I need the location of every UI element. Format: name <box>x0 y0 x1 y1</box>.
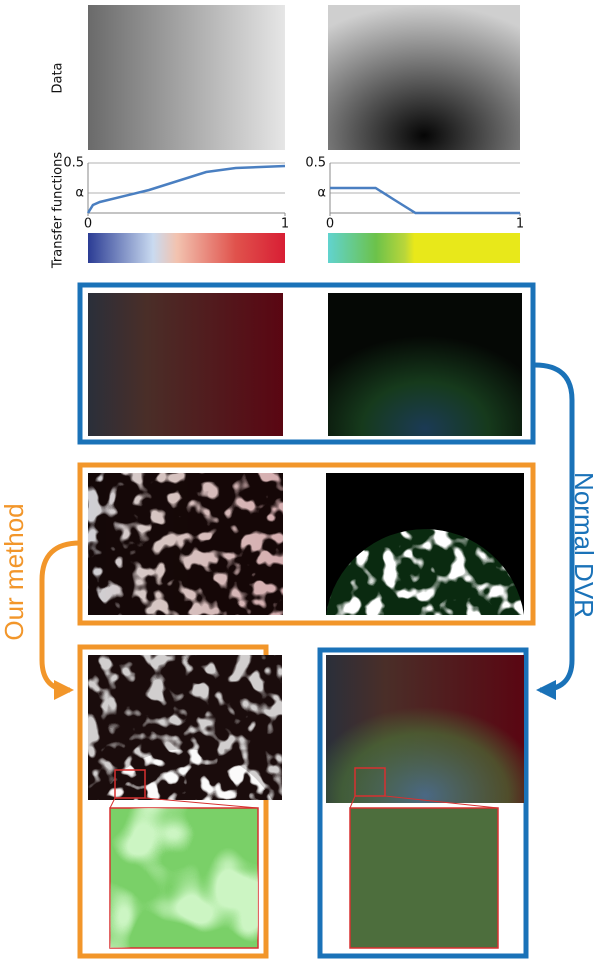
zoom-image <box>350 808 498 948</box>
colorbar <box>88 233 285 263</box>
transfer-curve <box>88 166 285 213</box>
y-tick-label: α <box>317 186 326 201</box>
transfer-curve <box>330 188 520 213</box>
arrow <box>535 365 572 690</box>
x-tick-label: 0 <box>326 217 334 232</box>
arrow <box>42 543 80 690</box>
y-tick-label: α <box>75 186 84 201</box>
texture <box>110 808 258 948</box>
row-label: Data <box>51 62 66 93</box>
figure: Data Transfer functions Normal DVR Our m… <box>0 0 600 966</box>
y-tick-label: 0.5 <box>305 156 326 171</box>
side-label: Our method <box>0 503 29 640</box>
render-image <box>328 293 522 436</box>
x-tick-label: 1 <box>281 217 289 232</box>
x-tick-label: 0 <box>84 217 92 232</box>
colorbar <box>328 233 520 263</box>
render-image <box>88 293 283 436</box>
data-image <box>328 5 520 150</box>
texture <box>88 473 283 615</box>
data-image <box>88 5 285 150</box>
y-tick-label: 0.5 <box>63 156 84 171</box>
x-tick-label: 1 <box>516 217 524 232</box>
side-label: Normal DVR <box>569 472 599 618</box>
